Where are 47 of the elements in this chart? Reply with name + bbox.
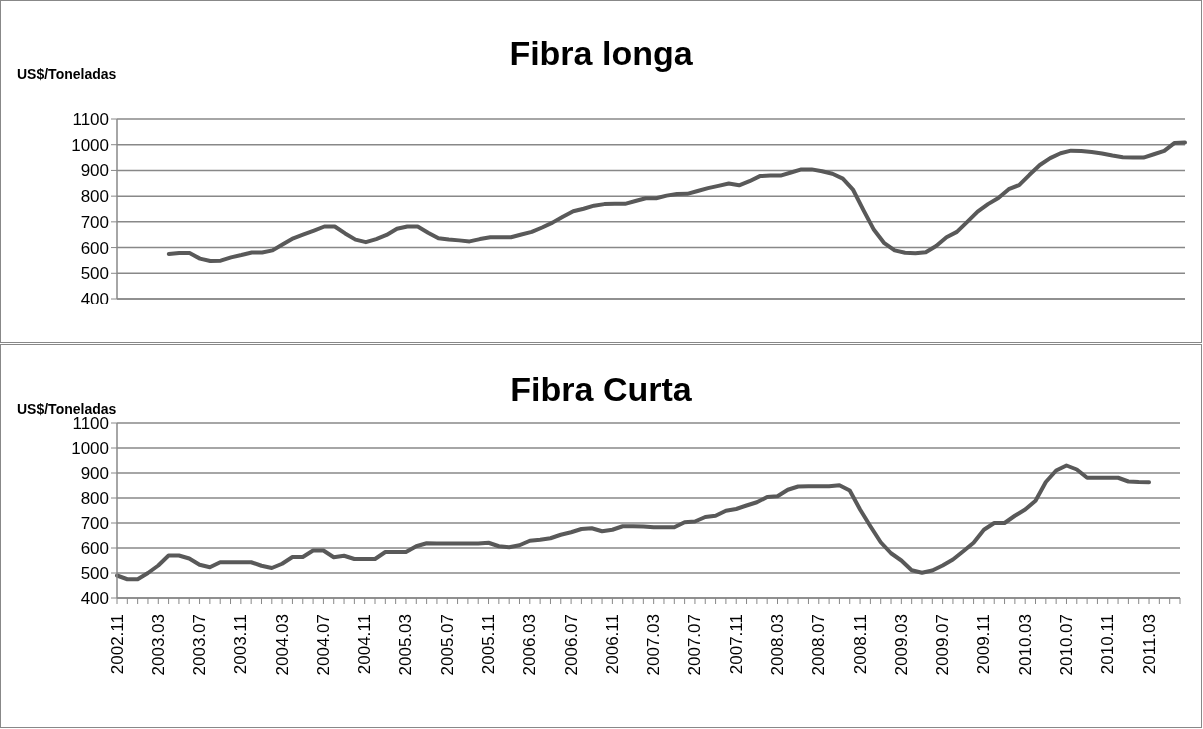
chart-title: Fibra longa (509, 34, 693, 72)
x-tick-label: 2008.11 (850, 614, 870, 675)
y-tick-label: 500 (80, 564, 109, 584)
y-tick-label: 900 (80, 464, 109, 484)
x-tick-label: 2008.07 (809, 614, 829, 676)
y-tick-label: 800 (80, 489, 109, 509)
x-tick-label: 2002.11 (107, 614, 127, 675)
y-tick-label: 1100 (72, 414, 109, 434)
y-tick-label: 1100 (72, 110, 109, 130)
y-tick-label: 700 (80, 212, 109, 232)
x-tick-label: 2011.03 (1139, 614, 1159, 675)
chart-title: Fibra Curta (510, 370, 692, 408)
x-tick-label: 2010.07 (1056, 614, 1076, 676)
x-tick-label: 2009.11 (974, 614, 994, 675)
y-tick-label: 600 (80, 238, 109, 258)
line-series (115, 463, 1152, 582)
line-series (166, 140, 1187, 263)
y-tick-label: 500 (80, 264, 109, 284)
y-tick-label: 700 (80, 514, 109, 534)
x-tick-label: 2004.11 (355, 614, 375, 675)
x-tick-label: 2009.03 (891, 614, 911, 676)
y-tick-label: 400 (80, 589, 109, 609)
x-tick-label: 2006.07 (561, 614, 581, 676)
x-tick-label: 2005.07 (437, 614, 457, 676)
x-tick-label: 2006.03 (520, 614, 540, 676)
x-tick-label: 2009.07 (933, 614, 953, 676)
x-tick-label: 2010.03 (1015, 614, 1035, 676)
y-tick-label: 900 (80, 161, 109, 181)
x-tick-label: 2005.03 (396, 614, 416, 676)
y-axis-title: US$/Toneladas (17, 401, 117, 417)
y-tick-label: 800 (80, 187, 109, 207)
x-tick-label: 2004.07 (313, 614, 333, 676)
x-tick-label: 2008.03 (768, 614, 787, 676)
x-tick-label: 2004.03 (272, 614, 292, 676)
y-axis-title: US$/Toneladas (17, 66, 117, 82)
x-tick-label: 2006.11 (602, 614, 622, 675)
y-tick-label: 600 (80, 539, 109, 559)
x-tick-label: 2007.07 (685, 614, 705, 676)
x-tick-label: 2003.11 (231, 614, 251, 675)
y-tick-label: 1000 (71, 439, 109, 459)
x-tick-label: 2007.11 (726, 614, 746, 675)
x-tick-label: 2003.03 (148, 614, 168, 676)
x-tick-label: 2005.11 (479, 614, 499, 675)
x-tick-label: 2007.03 (644, 614, 664, 676)
x-tick-label: 2003.07 (190, 614, 210, 676)
x-tick-label: 2010.11 (1098, 614, 1118, 675)
y-tick-label: 1000 (71, 135, 109, 155)
